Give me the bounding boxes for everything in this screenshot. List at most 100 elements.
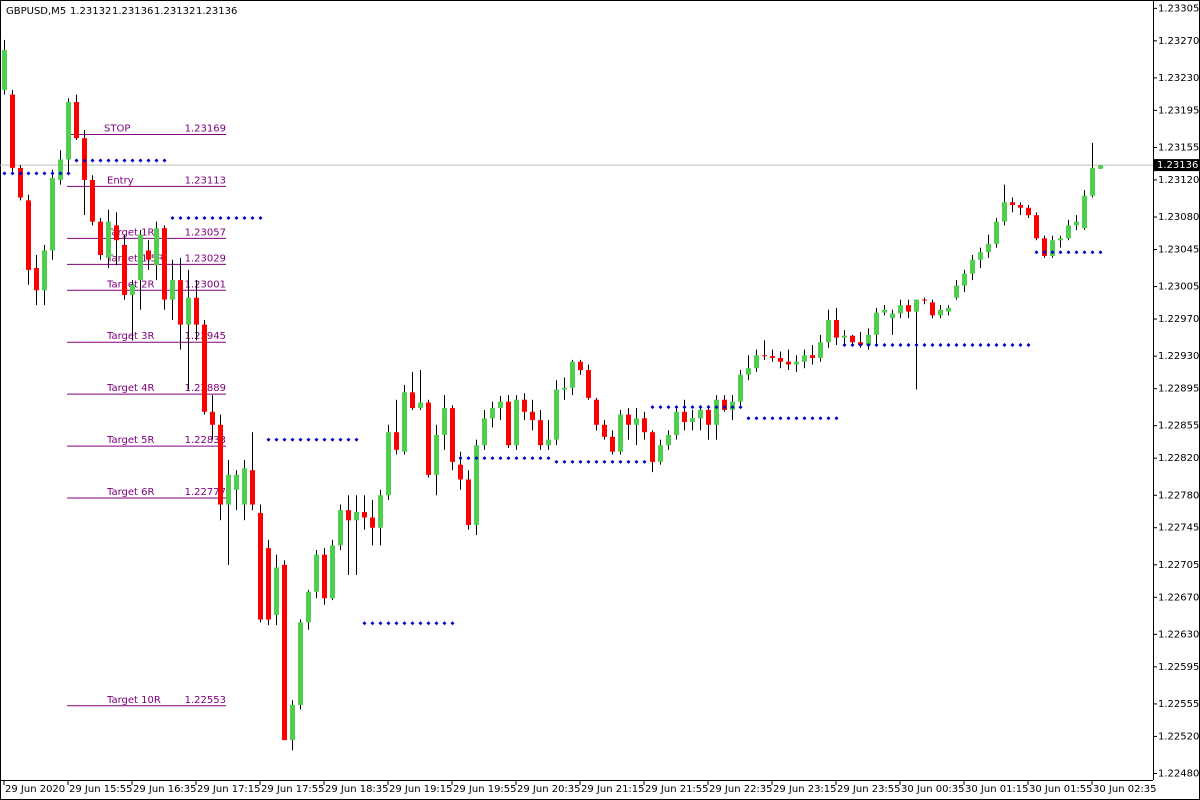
candle-body xyxy=(562,387,567,390)
zone-dot xyxy=(586,459,591,464)
header-high: 1.23136 xyxy=(112,6,153,17)
candle-body xyxy=(802,355,807,362)
zone-dot xyxy=(554,459,559,464)
zone-dot xyxy=(690,405,695,410)
zone-dot xyxy=(610,459,615,464)
candle-body xyxy=(442,408,447,435)
y-tick-label: 1.22670 xyxy=(1158,592,1199,603)
x-tick-label: 29 Jun 17:55 xyxy=(261,784,325,795)
x-tick-label: 29 Jun 16:35 xyxy=(133,784,197,795)
zone-dot xyxy=(762,416,767,421)
zone-dot xyxy=(754,416,759,421)
candle-body xyxy=(834,319,839,338)
candle-body xyxy=(762,355,767,357)
candle-body xyxy=(298,622,303,705)
candle-body xyxy=(634,418,639,425)
zone-dot xyxy=(946,343,951,348)
level-value: 1.23169 xyxy=(185,123,226,134)
y-tick-label: 1.23230 xyxy=(1158,73,1199,84)
level-value: 1.22777 xyxy=(185,487,226,498)
candle-body xyxy=(842,335,847,338)
candle-body xyxy=(74,102,79,139)
zone-dot xyxy=(538,456,543,461)
zone-dot xyxy=(546,456,551,461)
zone-dot xyxy=(770,416,775,421)
level-label: Entry xyxy=(107,175,134,186)
zone-dot xyxy=(10,171,15,176)
candle-body xyxy=(50,178,55,251)
zone-dot xyxy=(602,459,607,464)
candle-body xyxy=(690,418,695,422)
candle-body xyxy=(42,250,47,291)
zone-dot xyxy=(178,215,183,220)
y-tick-label: 1.22480 xyxy=(1158,769,1199,780)
candle-body xyxy=(122,244,127,295)
candle-body xyxy=(234,474,239,490)
zone-dot xyxy=(1074,250,1079,255)
candle-body xyxy=(346,510,351,521)
x-tick-label: 29 Jun 22:35 xyxy=(709,784,773,795)
y-tick-label: 1.22705 xyxy=(1158,560,1199,571)
candle-body xyxy=(162,228,167,300)
level-value: 1.22833 xyxy=(185,435,226,446)
zone-dot xyxy=(346,437,351,442)
candle-body xyxy=(130,284,135,295)
zone-dot xyxy=(226,215,231,220)
candle-body xyxy=(746,368,751,375)
zone-dot xyxy=(730,405,735,410)
zone-dot xyxy=(970,343,975,348)
candle-body xyxy=(826,319,831,343)
zone-dot xyxy=(426,621,431,626)
zone-dot xyxy=(786,416,791,421)
candle-body xyxy=(410,392,415,409)
header-close: 1.23136 xyxy=(196,6,237,17)
zone-dot xyxy=(410,621,415,626)
zone-dot xyxy=(338,437,343,442)
zone-dot xyxy=(818,416,823,421)
y-tick-label: 1.23080 xyxy=(1158,212,1199,223)
x-tick-label: 29 Jun 2020 xyxy=(5,784,65,795)
candle-body xyxy=(850,335,855,343)
zone-dot xyxy=(162,158,167,163)
zone-dot xyxy=(74,158,79,163)
candle-body xyxy=(1066,225,1071,239)
zone-dot xyxy=(1058,250,1063,255)
y-tick-label: 1.23120 xyxy=(1158,175,1199,186)
candle-body xyxy=(98,221,103,256)
zone-dot xyxy=(618,459,623,464)
y-tick-label: 1.23045 xyxy=(1158,244,1199,255)
price-label-box xyxy=(1154,159,1200,172)
candle-body xyxy=(202,324,207,412)
zone-dot xyxy=(98,158,103,163)
candle-body xyxy=(210,411,215,425)
zone-dot xyxy=(570,459,575,464)
zone-dot xyxy=(450,621,455,626)
candle-body xyxy=(866,334,871,346)
zone-dot xyxy=(1098,250,1103,255)
zone-dot xyxy=(634,459,639,464)
level-value: 1.23029 xyxy=(185,253,226,264)
candle-body xyxy=(426,402,431,475)
candle-body xyxy=(18,167,23,198)
zone-dot xyxy=(234,215,239,220)
zone-dot xyxy=(530,456,535,461)
zone-dot xyxy=(122,158,127,163)
candle-body xyxy=(258,512,263,620)
x-tick-label: 30 Jun 01:15 xyxy=(965,784,1029,795)
header-low: 1.23132 xyxy=(154,6,195,17)
zone-dot xyxy=(210,215,215,220)
zone-dot xyxy=(778,416,783,421)
candle-body xyxy=(1058,238,1063,241)
y-tick-label: 1.23005 xyxy=(1158,282,1199,293)
candle-body xyxy=(778,358,783,362)
y-tick-label: 1.22930 xyxy=(1158,351,1199,362)
candle-body xyxy=(810,355,815,359)
x-tick-label: 30 Jun 00:35 xyxy=(901,784,965,795)
zone-dot xyxy=(978,343,983,348)
candle-body xyxy=(970,259,975,274)
zone-dot xyxy=(930,343,935,348)
zone-dot xyxy=(42,171,47,176)
zone-dot xyxy=(578,459,583,464)
level-label: Target 3R xyxy=(106,331,154,342)
